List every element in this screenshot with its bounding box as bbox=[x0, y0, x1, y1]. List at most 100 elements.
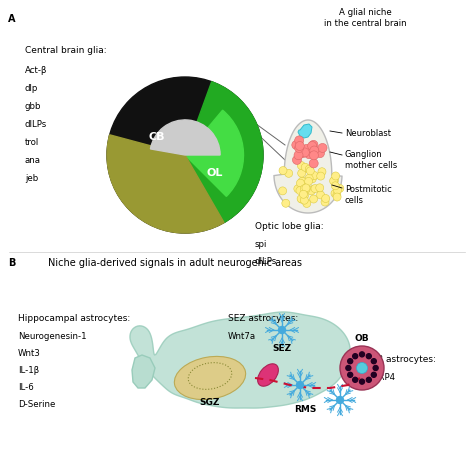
Polygon shape bbox=[298, 124, 312, 138]
Circle shape bbox=[279, 166, 287, 174]
Circle shape bbox=[331, 182, 339, 190]
Circle shape bbox=[301, 196, 309, 204]
Text: B: B bbox=[8, 258, 15, 268]
Circle shape bbox=[366, 377, 371, 383]
Circle shape bbox=[359, 352, 365, 357]
Text: dlp: dlp bbox=[25, 84, 38, 93]
Text: Optic lobe glia:: Optic lobe glia: bbox=[255, 222, 324, 231]
Text: dILPs: dILPs bbox=[25, 120, 47, 129]
Polygon shape bbox=[130, 312, 350, 408]
Text: CB: CB bbox=[149, 132, 165, 142]
Circle shape bbox=[310, 172, 318, 180]
Circle shape bbox=[353, 377, 358, 383]
Circle shape bbox=[311, 184, 319, 192]
Circle shape bbox=[318, 168, 326, 176]
Circle shape bbox=[301, 148, 310, 157]
Text: Hippocampal astrocytes:: Hippocampal astrocytes: bbox=[18, 314, 130, 323]
Text: gbb: gbb bbox=[25, 102, 42, 111]
Text: Niche glia-derived signals in adult neurogenic areas: Niche glia-derived signals in adult neur… bbox=[48, 258, 302, 268]
Circle shape bbox=[301, 164, 310, 172]
Circle shape bbox=[303, 148, 312, 157]
Circle shape bbox=[294, 151, 303, 160]
Circle shape bbox=[334, 186, 341, 194]
Circle shape bbox=[303, 200, 311, 208]
Text: Neuroblast: Neuroblast bbox=[345, 128, 391, 137]
Circle shape bbox=[282, 199, 290, 207]
Circle shape bbox=[300, 190, 308, 198]
Text: A: A bbox=[8, 14, 16, 24]
Circle shape bbox=[297, 195, 305, 203]
Circle shape bbox=[295, 141, 304, 150]
Text: trol: trol bbox=[25, 138, 39, 147]
Text: OB: OB bbox=[355, 334, 369, 343]
Text: spi: spi bbox=[255, 240, 267, 249]
Circle shape bbox=[359, 379, 365, 384]
Text: jeb: jeb bbox=[25, 174, 38, 183]
Circle shape bbox=[297, 382, 303, 389]
Circle shape bbox=[298, 177, 306, 185]
Circle shape bbox=[318, 144, 327, 153]
Circle shape bbox=[321, 198, 329, 206]
Text: Neurogenesin-1: Neurogenesin-1 bbox=[18, 332, 87, 341]
Text: Act-β: Act-β bbox=[25, 66, 47, 75]
Circle shape bbox=[353, 354, 358, 359]
Circle shape bbox=[310, 151, 319, 160]
Circle shape bbox=[331, 190, 339, 198]
Circle shape bbox=[301, 163, 309, 171]
Circle shape bbox=[310, 146, 319, 155]
Circle shape bbox=[295, 144, 304, 153]
Text: D-Serine: D-Serine bbox=[18, 400, 55, 409]
Wedge shape bbox=[150, 120, 220, 155]
Text: Postmitotic
cells: Postmitotic cells bbox=[345, 185, 392, 205]
Circle shape bbox=[373, 365, 378, 371]
Circle shape bbox=[298, 169, 306, 177]
Text: A glial niche
in the central brain: A glial niche in the central brain bbox=[324, 8, 406, 28]
Circle shape bbox=[336, 184, 344, 192]
Text: Wnt3: Wnt3 bbox=[18, 349, 41, 358]
Circle shape bbox=[308, 175, 316, 183]
Circle shape bbox=[296, 179, 304, 187]
Circle shape bbox=[285, 169, 292, 177]
Circle shape bbox=[107, 77, 263, 233]
Circle shape bbox=[298, 148, 307, 157]
Text: IL-1β: IL-1β bbox=[18, 366, 39, 375]
Circle shape bbox=[333, 191, 341, 199]
Circle shape bbox=[346, 365, 351, 371]
Circle shape bbox=[292, 140, 301, 149]
Circle shape bbox=[306, 167, 314, 175]
Circle shape bbox=[302, 145, 311, 154]
Circle shape bbox=[302, 184, 310, 192]
Circle shape bbox=[296, 187, 304, 194]
Wedge shape bbox=[185, 110, 244, 196]
Polygon shape bbox=[132, 355, 155, 388]
Circle shape bbox=[317, 172, 325, 180]
Text: SEZ: SEZ bbox=[273, 344, 292, 353]
Circle shape bbox=[301, 191, 309, 200]
Circle shape bbox=[329, 177, 337, 185]
Circle shape bbox=[294, 185, 302, 193]
Circle shape bbox=[299, 178, 307, 185]
Circle shape bbox=[307, 187, 315, 195]
Text: ana: ana bbox=[25, 156, 41, 165]
Circle shape bbox=[297, 162, 305, 170]
Circle shape bbox=[292, 155, 301, 164]
Circle shape bbox=[279, 187, 287, 195]
Circle shape bbox=[316, 149, 325, 158]
Ellipse shape bbox=[174, 356, 246, 400]
Circle shape bbox=[316, 184, 324, 192]
Circle shape bbox=[366, 354, 371, 359]
Circle shape bbox=[371, 372, 376, 377]
Circle shape bbox=[356, 363, 367, 374]
Circle shape bbox=[304, 150, 313, 159]
Circle shape bbox=[309, 140, 318, 149]
Circle shape bbox=[337, 396, 344, 403]
Circle shape bbox=[332, 172, 340, 180]
Text: OB astrocytes:: OB astrocytes: bbox=[370, 355, 436, 364]
Circle shape bbox=[371, 359, 376, 364]
Text: Wnt7a: Wnt7a bbox=[228, 332, 256, 341]
Circle shape bbox=[305, 174, 313, 182]
Circle shape bbox=[310, 195, 318, 203]
Circle shape bbox=[308, 141, 317, 150]
Circle shape bbox=[330, 176, 338, 184]
Circle shape bbox=[298, 195, 306, 203]
